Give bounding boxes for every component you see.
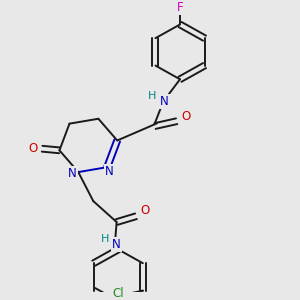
Text: N: N xyxy=(68,167,77,180)
Text: N: N xyxy=(112,238,121,251)
Text: O: O xyxy=(140,204,150,217)
Text: N: N xyxy=(160,95,169,108)
Text: H: H xyxy=(148,91,157,101)
Text: Cl: Cl xyxy=(113,287,124,300)
Text: O: O xyxy=(29,142,38,155)
Text: H: H xyxy=(101,234,109,244)
Text: O: O xyxy=(182,110,190,123)
Text: N: N xyxy=(104,164,113,178)
Text: F: F xyxy=(177,1,183,14)
